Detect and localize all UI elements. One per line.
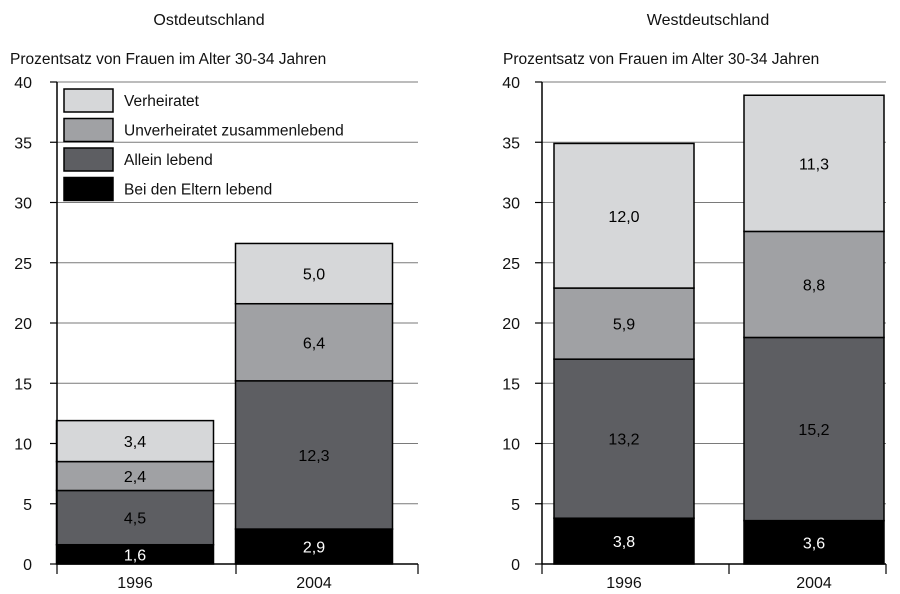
legend-label: Unverheiratet zusammenlebend: [124, 123, 344, 140]
y-tick-label: 0: [511, 557, 520, 574]
data-label: 11,3: [799, 156, 829, 173]
y-tick-label: 40: [502, 75, 520, 92]
data-label: 15,2: [798, 422, 829, 439]
legend-swatch-bei-den-eltern-lebend: [63, 176, 114, 202]
y-tick-label: 20: [502, 316, 520, 333]
y-tick-label: 0: [23, 557, 32, 574]
legend: Verheiratet Unverheiratet zusammenlebend A…: [63, 88, 344, 202]
bar-verheiratet-1996: [55, 419, 215, 463]
bar-bei-den-eltern-lebend-1996: [553, 517, 695, 565]
y-tick-label: 35: [502, 135, 520, 152]
data-label: 3,8: [613, 534, 635, 551]
data-label: 3,4: [124, 434, 146, 451]
y-tick-label: 25: [502, 256, 520, 273]
data-label: 4,5: [124, 511, 146, 528]
bar-unverheiratet-zusammenlebend-2004: [743, 230, 885, 339]
data-label: 12,3: [298, 448, 329, 465]
data-label: 2,4: [124, 469, 146, 486]
bar-allein-lebend-2004: [234, 380, 394, 530]
x-tick-label: 1996: [117, 575, 153, 592]
data-label: 5,9: [613, 317, 635, 334]
bar-unverheiratet-zusammenlebend-2004: [234, 302, 394, 382]
y-tick-label: 10: [502, 437, 520, 454]
y-tick-label: 10: [14, 437, 32, 454]
bar-verheiratet-2004: [743, 94, 885, 233]
chart-title: Westdeutschland: [647, 12, 769, 29]
bar-allein-lebend-1996: [553, 358, 695, 519]
chart-westdeutschland: Westdeutschland Prozentsatz von Frauen im…: [502, 12, 887, 592]
data-label: 6,4: [303, 335, 325, 352]
y-tick-label: 40: [14, 75, 32, 92]
y-tick-label: 5: [23, 497, 32, 514]
y-tick-label: 15: [502, 376, 520, 393]
bar-bei-den-eltern-lebend-2004: [234, 528, 394, 565]
chart-title: Ostdeutschland: [153, 12, 264, 29]
y-tick-label: 30: [14, 196, 32, 213]
data-label: 5,0: [303, 267, 325, 284]
bar-unverheiratet-zusammenlebend-1996: [553, 287, 695, 360]
y-tick-label: 30: [502, 196, 520, 213]
bar-unverheiratet-zusammenlebend-1996: [55, 460, 215, 492]
bar-allein-lebend-2004: [743, 336, 885, 522]
y-axis-label: Prozentsatz von Frauen im Alter 30-34 Ja…: [10, 51, 326, 68]
legend-swatch-allein-lebend: [63, 147, 114, 172]
y-tick-label: 15: [14, 376, 32, 393]
data-label: 8,8: [803, 277, 825, 294]
y-tick-label: 20: [14, 316, 32, 333]
data-label: 3,6: [803, 535, 825, 552]
y-tick-label: 35: [14, 135, 32, 152]
y-tick-label: 25: [14, 256, 32, 273]
data-label: 2,9: [303, 540, 325, 557]
bar-verheiratet-1996: [553, 142, 695, 289]
legend-label: Bei den Eltern lebend: [124, 182, 272, 199]
legend-label: Allein lebend: [124, 152, 213, 169]
bar-verheiratet-2004: [234, 242, 394, 305]
legend-swatch-verheiratet: [63, 88, 114, 113]
legend-swatch-unverheiratet-zusammenlebend: [63, 117, 114, 143]
x-tick-label: 2004: [296, 575, 332, 592]
x-tick-label: 2004: [796, 575, 832, 592]
data-label: 13,2: [608, 432, 639, 449]
legend-label: Verheiratet: [124, 93, 200, 110]
x-tick-label: 1996: [606, 575, 642, 592]
chart-ostdeutschland: Ostdeutschland Prozentsatz von Frauen im …: [10, 12, 419, 592]
data-label: 12,0: [608, 209, 639, 226]
y-tick-label: 5: [511, 497, 520, 514]
y-axis-label: Prozentsatz von Frauen im Alter 30-34 Ja…: [503, 51, 819, 68]
data-label: 1,6: [124, 547, 146, 564]
